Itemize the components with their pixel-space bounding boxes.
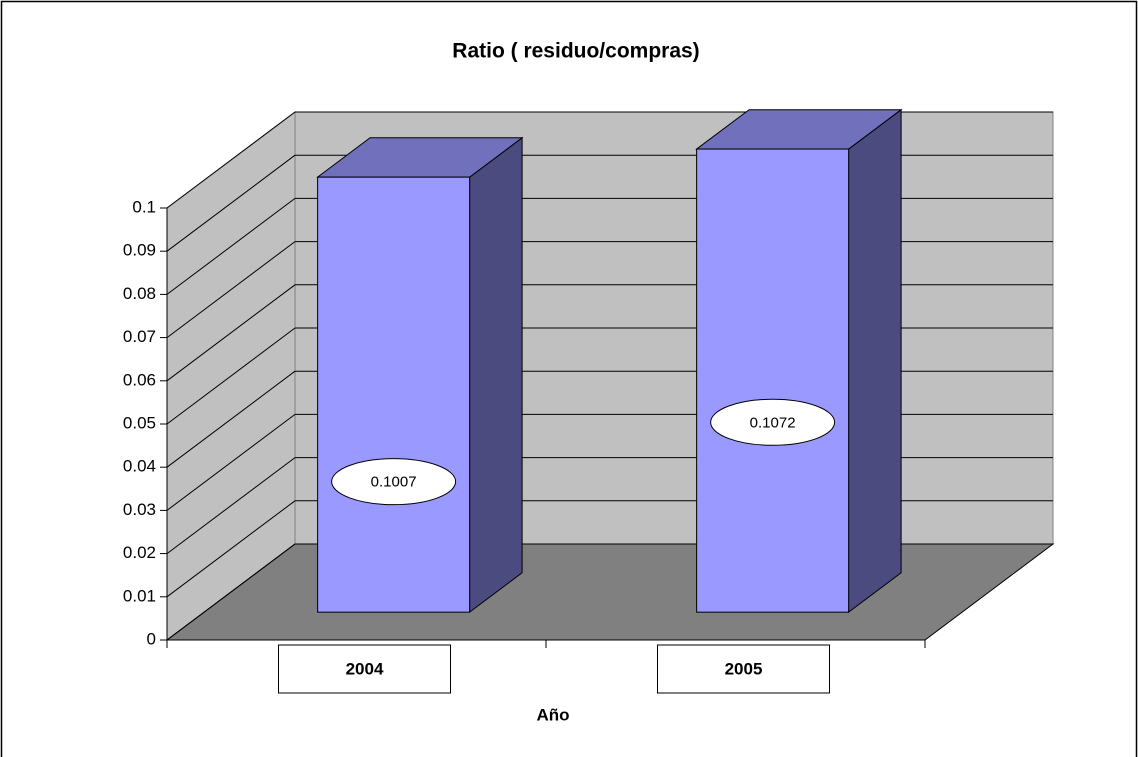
bar xyxy=(317,176,471,613)
y-tick-label: 0.02 xyxy=(123,543,156,562)
bar xyxy=(696,148,850,613)
grid-line xyxy=(166,543,296,641)
floor xyxy=(165,543,1055,641)
grid-line xyxy=(166,241,296,339)
y-tick-label: 0.04 xyxy=(123,457,156,476)
x-tick-label: 2005 xyxy=(725,659,763,678)
value-label-bg xyxy=(331,458,457,506)
grid-line xyxy=(166,370,296,468)
y-tick-label: 0.09 xyxy=(123,241,156,260)
grid-line xyxy=(166,413,296,511)
value-label: 0.1072 xyxy=(750,414,796,431)
grid-line xyxy=(166,197,296,295)
y-tick-label: 0.01 xyxy=(123,586,156,605)
y-tick-label: 0.03 xyxy=(123,500,156,519)
y-tick-label: 0 xyxy=(147,629,156,648)
grid-line xyxy=(166,154,296,252)
chart-title: Ratio ( residuo/compras) xyxy=(452,40,699,63)
grid-line xyxy=(166,111,296,209)
y-tick-label: 0.08 xyxy=(123,284,156,303)
y-tick-label: 0.07 xyxy=(123,327,156,346)
x-axis-title: Año xyxy=(536,705,569,724)
bar-side xyxy=(469,136,523,614)
value-label-bg xyxy=(710,398,836,446)
value-label: 0.1007 xyxy=(371,474,417,491)
y-tick-label: 0.05 xyxy=(123,413,156,432)
grid-line xyxy=(166,284,296,382)
y-tick-label: 0.06 xyxy=(123,370,156,389)
grid-line xyxy=(166,500,296,598)
grid-line xyxy=(166,327,296,425)
y-tick-label: 0.1 xyxy=(132,197,156,216)
x-tick-box xyxy=(657,644,830,694)
bar-side xyxy=(848,108,902,614)
x-tick-label: 2004 xyxy=(346,659,384,678)
x-tick-box xyxy=(278,644,451,694)
grid-line xyxy=(166,457,296,554)
